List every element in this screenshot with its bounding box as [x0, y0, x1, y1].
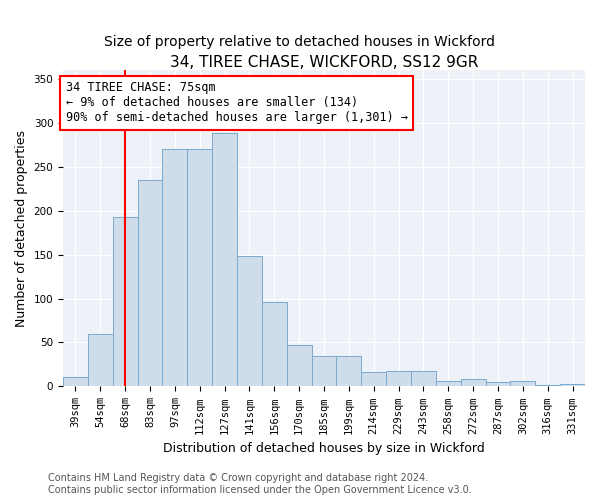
Bar: [163, 149, 187, 386]
Text: 34 TIREE CHASE: 75sqm
← 9% of detached houses are smaller (134)
90% of semi-deta: 34 TIREE CHASE: 75sqm ← 9% of detached h…: [65, 82, 407, 124]
Bar: [237, 256, 262, 386]
Bar: [436, 381, 461, 386]
Bar: [137, 180, 163, 386]
Bar: [535, 384, 560, 386]
Bar: [287, 345, 311, 387]
Bar: [337, 356, 361, 386]
Bar: [187, 149, 212, 386]
Bar: [461, 378, 485, 386]
Title: 34, TIREE CHASE, WICKFORD, SS12 9GR: 34, TIREE CHASE, WICKFORD, SS12 9GR: [170, 55, 478, 70]
Bar: [411, 370, 436, 386]
Bar: [262, 302, 287, 386]
Bar: [485, 382, 511, 386]
Bar: [63, 377, 88, 386]
Bar: [88, 334, 113, 386]
Bar: [113, 217, 137, 386]
Text: Size of property relative to detached houses in Wickford: Size of property relative to detached ho…: [104, 35, 496, 49]
Bar: [386, 370, 411, 386]
Bar: [511, 381, 535, 386]
Bar: [560, 384, 585, 386]
X-axis label: Distribution of detached houses by size in Wickford: Distribution of detached houses by size …: [163, 442, 485, 455]
Bar: [311, 356, 337, 386]
Bar: [361, 372, 386, 386]
Bar: [212, 134, 237, 386]
Y-axis label: Number of detached properties: Number of detached properties: [15, 130, 28, 326]
Text: Contains HM Land Registry data © Crown copyright and database right 2024.
Contai: Contains HM Land Registry data © Crown c…: [48, 474, 472, 495]
